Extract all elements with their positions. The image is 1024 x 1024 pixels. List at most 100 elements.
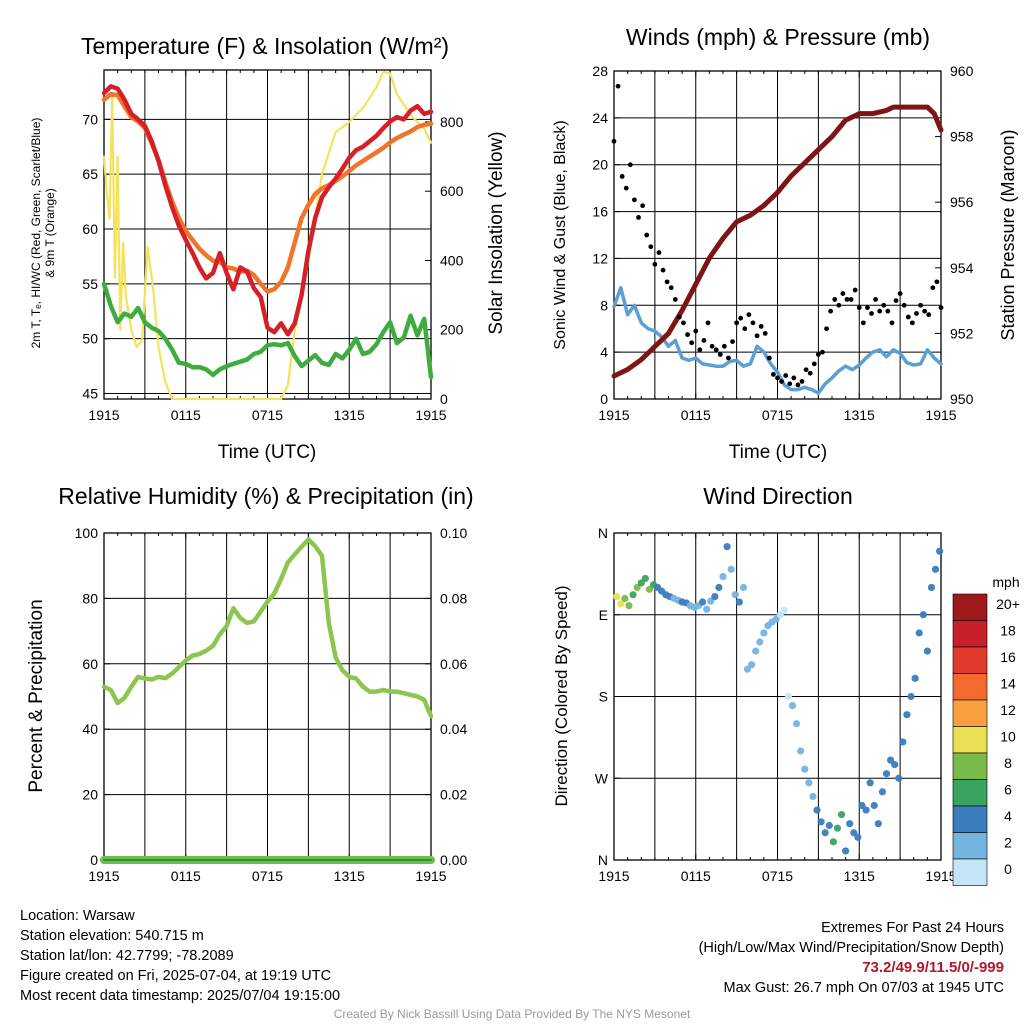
- direction-point: [613, 592, 621, 601]
- gust-point: [869, 311, 874, 316]
- colorbar-label: 4: [1004, 808, 1012, 824]
- wind-ytick-label: 28: [592, 63, 608, 79]
- gust-point: [709, 343, 715, 349]
- gust-point: [783, 373, 789, 378]
- extremes-title: Extremes For Past 24 Hours: [821, 920, 1004, 936]
- direction-point: [698, 598, 707, 606]
- winds-y2label: Station Pressure (Maroon): [998, 129, 1018, 340]
- temp-y2tick-label: 400: [440, 252, 464, 268]
- direction-point: [752, 647, 760, 655]
- rh-ytick-label: 60: [82, 656, 98, 672]
- colorbar-swatch: [952, 752, 988, 780]
- gust-point: [893, 298, 899, 303]
- rh-ytick-label: 20: [82, 787, 98, 803]
- gust-point: [660, 267, 666, 273]
- direction-point: [625, 602, 633, 610]
- gust-point: [807, 370, 813, 376]
- humidity-title: Relative Humidity (%) & Precipitation (i…: [58, 483, 473, 509]
- gust-point: [685, 332, 690, 337]
- wind-y2tick-label: 952: [950, 325, 974, 341]
- wind-speed-line: [612, 285, 943, 395]
- direction-point: [846, 820, 854, 828]
- direction-point: [748, 661, 756, 669]
- direction-point: [797, 747, 805, 755]
- winds-title: Winds (mph) & Pressure (mb): [626, 24, 930, 50]
- dir-ytick-label: W: [595, 770, 609, 786]
- gust-point: [901, 302, 907, 308]
- gust-point: [632, 197, 637, 203]
- latlon-text: Station lat/lon: 42.7799; -78.2089: [20, 948, 234, 964]
- temp-ytick-label: 45: [82, 386, 98, 402]
- direction-point: [866, 779, 874, 787]
- direction-point: [870, 801, 878, 810]
- direction-point: [927, 583, 936, 592]
- temp-ytick-label: 50: [82, 331, 98, 347]
- colorbar-swatch: [952, 673, 988, 701]
- station-info: Location: Warsaw Station elevation: 540.…: [20, 906, 340, 1006]
- gust-point: [619, 174, 625, 179]
- temp-ytick-label: 55: [82, 276, 98, 292]
- gust-point: [860, 320, 866, 326]
- max-gust-text: Max Gust: 26.7 mph On 07/03 at 1945 UTC: [723, 980, 1004, 996]
- rh-ytick-label: 40: [82, 721, 98, 737]
- location-text: Location: Warsaw: [20, 908, 135, 924]
- gust-point: [689, 340, 695, 346]
- gust-point: [726, 355, 731, 361]
- direction-point: [923, 647, 931, 655]
- direction-point: [723, 543, 731, 551]
- temp-y2tick-label: 600: [440, 183, 464, 199]
- temp-xtick-label: 0115: [171, 407, 201, 423]
- colorbar-swatch: [952, 779, 988, 807]
- direction-point: [931, 565, 940, 573]
- direction-point: [895, 774, 903, 782]
- temperature-line: [101, 84, 434, 337]
- colorbar-label: 20+: [996, 596, 1020, 612]
- rh-y2tick-label: 0.00: [440, 852, 467, 868]
- colorbar-label: 12: [1000, 702, 1016, 718]
- direction-point: [731, 591, 739, 599]
- direction-point: [907, 692, 915, 701]
- wind-xtick-label: 1915: [925, 407, 956, 423]
- gust-point: [697, 347, 703, 353]
- gust-point: [742, 326, 748, 332]
- direction-ylabel: Direction (Colored By Speed): [552, 585, 571, 806]
- rh-xtick-label: 0715: [252, 868, 283, 884]
- colorbar-swatch: [952, 832, 988, 860]
- temperature-title: Temperature (F) & Insolation (W/m²): [81, 33, 449, 59]
- wind-xtick-label: 1315: [844, 407, 875, 423]
- direction-point: [629, 591, 637, 599]
- direction-point: [829, 838, 837, 846]
- dir-xtick-label: 1915: [598, 868, 629, 884]
- direction-point: [878, 788, 887, 796]
- temp-xtick-label: 1315: [334, 407, 365, 423]
- gust-point: [897, 291, 903, 296]
- temp-y2tick-label: 800: [440, 114, 464, 130]
- gust-point: [918, 302, 923, 308]
- gust-point: [640, 203, 646, 209]
- gust-point: [852, 287, 858, 293]
- rh-y2tick-label: 0.08: [440, 590, 467, 606]
- temperature-line: [101, 281, 434, 380]
- rh-y2tick-label: 0.06: [440, 656, 467, 672]
- colorbar-label: 16: [1000, 649, 1016, 665]
- dir-xtick-label: 1915: [925, 868, 956, 884]
- direction-point: [641, 574, 649, 583]
- colorbar-label: 14: [1000, 676, 1016, 692]
- colorbar-label: 6: [1004, 782, 1012, 798]
- colorbar-label: 18: [1000, 623, 1016, 639]
- direction-point: [805, 779, 813, 787]
- gust-point: [730, 339, 735, 344]
- wind-y2tick-label: 950: [950, 391, 974, 407]
- direction-point: [792, 720, 801, 728]
- gust-point: [701, 338, 707, 343]
- gust-point: [693, 328, 699, 334]
- direction-point: [915, 629, 923, 637]
- extremes-values: 73.2/49.9/11.5/0/-999: [862, 959, 1004, 976]
- gust-point: [746, 312, 752, 318]
- gust-point: [672, 297, 678, 302]
- gust-point: [738, 315, 744, 321]
- gust-point: [779, 379, 784, 384]
- direction-point: [882, 770, 891, 778]
- humidity-line: [101, 537, 434, 719]
- dir-xtick-label: 0715: [762, 868, 793, 884]
